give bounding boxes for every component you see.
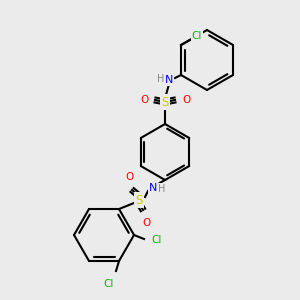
Text: O: O xyxy=(182,95,190,105)
Text: Cl: Cl xyxy=(152,235,162,245)
Text: N: N xyxy=(149,183,157,193)
Text: O: O xyxy=(125,172,133,182)
Text: H: H xyxy=(157,74,165,84)
Text: S: S xyxy=(161,95,169,109)
Text: N: N xyxy=(165,75,173,85)
Text: O: O xyxy=(142,218,150,228)
Text: S: S xyxy=(135,194,143,206)
Text: O: O xyxy=(140,95,148,105)
Text: Cl: Cl xyxy=(104,279,114,289)
Text: Cl: Cl xyxy=(192,31,202,41)
Text: H: H xyxy=(158,184,166,194)
